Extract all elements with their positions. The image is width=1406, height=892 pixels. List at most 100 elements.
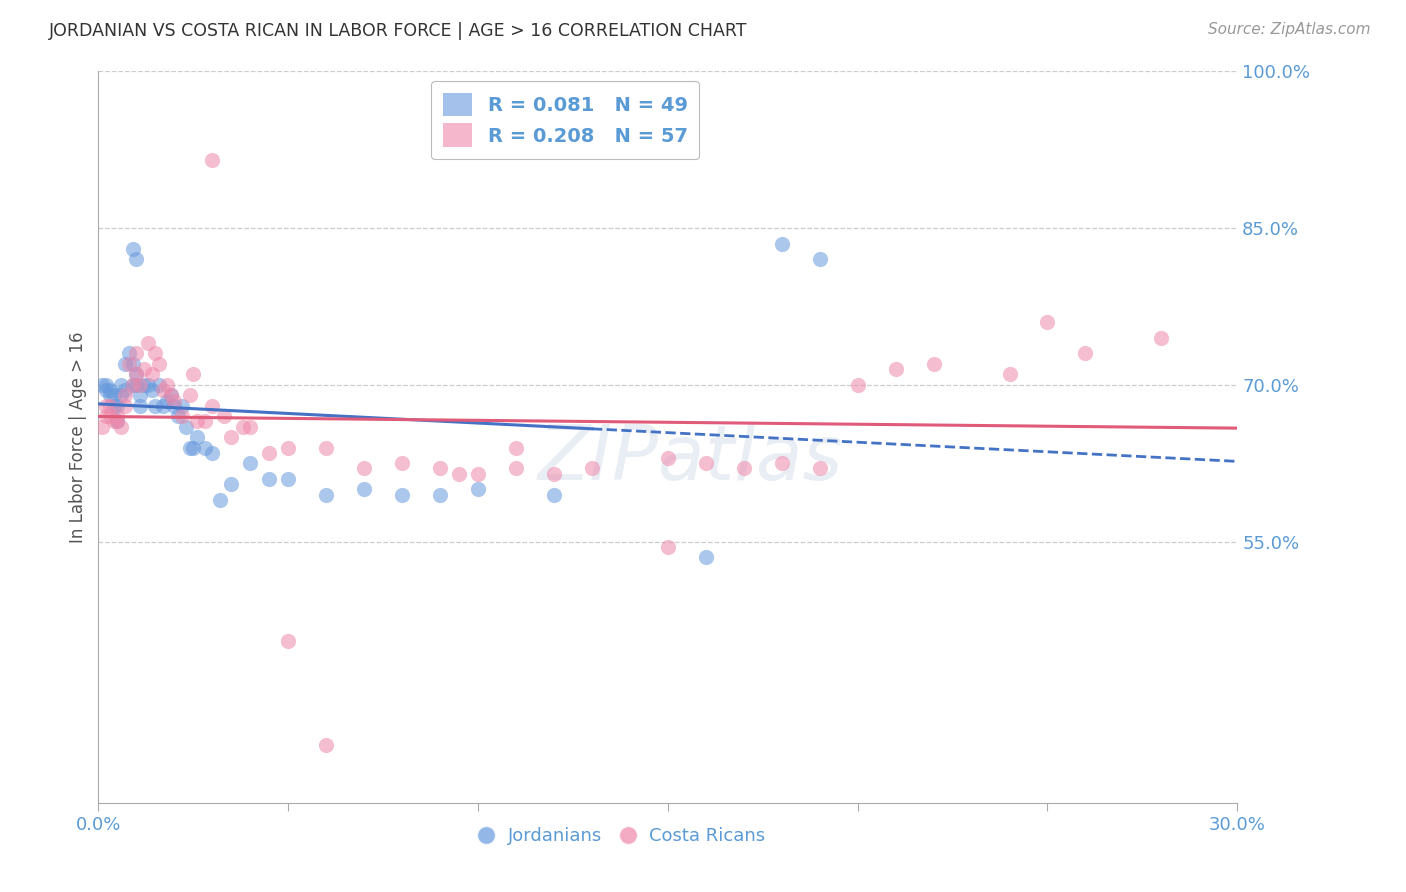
Text: Source: ZipAtlas.com: Source: ZipAtlas.com bbox=[1208, 22, 1371, 37]
Point bbox=[201, 153, 224, 168]
Point bbox=[156, 393, 179, 408]
Point bbox=[103, 414, 125, 428]
Point bbox=[118, 357, 141, 371]
Point bbox=[110, 388, 132, 402]
Point bbox=[129, 388, 152, 402]
Point bbox=[107, 414, 129, 428]
Point bbox=[170, 399, 193, 413]
Point bbox=[770, 236, 793, 251]
Point bbox=[232, 419, 254, 434]
Point bbox=[657, 450, 679, 465]
Point bbox=[170, 409, 193, 424]
Point bbox=[98, 409, 121, 424]
Point bbox=[103, 399, 125, 413]
Point bbox=[94, 399, 117, 413]
Point bbox=[94, 377, 117, 392]
Point bbox=[114, 383, 136, 397]
Point bbox=[208, 492, 231, 507]
Point bbox=[277, 472, 299, 486]
Point bbox=[125, 368, 148, 382]
Point bbox=[121, 377, 143, 392]
Point bbox=[98, 399, 121, 413]
Point bbox=[808, 252, 831, 267]
Point bbox=[315, 487, 337, 501]
Point bbox=[129, 399, 152, 413]
Point bbox=[259, 472, 281, 486]
Point bbox=[543, 467, 565, 481]
Point bbox=[467, 467, 489, 481]
Point bbox=[94, 383, 117, 397]
Point bbox=[449, 467, 471, 481]
Point bbox=[148, 357, 170, 371]
Point bbox=[1036, 315, 1059, 329]
Point bbox=[107, 414, 129, 428]
Point bbox=[239, 456, 262, 470]
Point bbox=[194, 441, 217, 455]
Point bbox=[114, 357, 136, 371]
Text: ZIPatlas: ZIPatlas bbox=[538, 422, 844, 496]
Point bbox=[212, 409, 235, 424]
Point bbox=[159, 388, 181, 402]
Point bbox=[315, 441, 337, 455]
Point bbox=[107, 399, 129, 413]
Point bbox=[98, 383, 121, 397]
Point bbox=[429, 487, 451, 501]
Point bbox=[98, 388, 121, 402]
Point bbox=[1150, 331, 1173, 345]
Point bbox=[121, 242, 143, 256]
Point bbox=[846, 377, 869, 392]
Point bbox=[121, 357, 143, 371]
Point bbox=[391, 456, 413, 470]
Point bbox=[156, 377, 179, 392]
Point bbox=[429, 461, 451, 475]
Point bbox=[141, 383, 163, 397]
Point bbox=[167, 409, 190, 424]
Point bbox=[148, 377, 170, 392]
Point bbox=[467, 483, 489, 497]
Point bbox=[884, 362, 907, 376]
Point bbox=[129, 377, 152, 392]
Point bbox=[695, 456, 717, 470]
Point bbox=[201, 399, 224, 413]
Point bbox=[174, 419, 197, 434]
Point bbox=[145, 399, 167, 413]
Point bbox=[183, 368, 205, 382]
Point bbox=[141, 368, 163, 382]
Point bbox=[695, 550, 717, 565]
Point bbox=[998, 368, 1021, 382]
Point bbox=[179, 441, 201, 455]
Point bbox=[221, 430, 243, 444]
Point bbox=[114, 388, 136, 402]
Point bbox=[121, 377, 143, 392]
Point bbox=[1074, 346, 1097, 360]
Point bbox=[136, 377, 159, 392]
Point bbox=[733, 461, 755, 475]
Point bbox=[239, 419, 262, 434]
Point bbox=[125, 346, 148, 360]
Point bbox=[194, 414, 217, 428]
Point bbox=[103, 388, 125, 402]
Point bbox=[221, 477, 243, 491]
Point bbox=[132, 362, 155, 376]
Point bbox=[94, 409, 117, 424]
Point bbox=[505, 441, 527, 455]
Point bbox=[186, 430, 208, 444]
Y-axis label: In Labor Force | Age > 16: In Labor Force | Age > 16 bbox=[69, 331, 87, 543]
Point bbox=[110, 377, 132, 392]
Point bbox=[107, 409, 129, 424]
Point bbox=[152, 383, 174, 397]
Point bbox=[179, 388, 201, 402]
Point bbox=[152, 399, 174, 413]
Point bbox=[259, 446, 281, 460]
Point bbox=[132, 377, 155, 392]
Point bbox=[136, 336, 159, 351]
Point bbox=[277, 633, 299, 648]
Point bbox=[186, 414, 208, 428]
Point bbox=[505, 461, 527, 475]
Point bbox=[125, 377, 148, 392]
Point bbox=[183, 441, 205, 455]
Point bbox=[118, 346, 141, 360]
Point bbox=[201, 446, 224, 460]
Point bbox=[163, 393, 186, 408]
Point bbox=[353, 483, 375, 497]
